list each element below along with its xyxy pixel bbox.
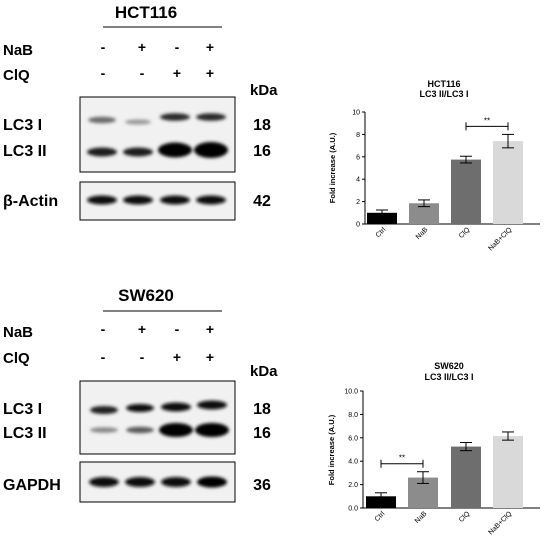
bar-chart-hct116: HCT116 LC3 II/LC3 I Fold increase (A.U.)… xyxy=(328,79,540,252)
sign: + xyxy=(173,349,181,365)
cell-line-title: SW620 xyxy=(118,286,174,305)
chart-subtitle: LC3 II/LC3 I xyxy=(424,372,473,382)
x-tick-label: ClQ xyxy=(458,226,472,240)
kda-label: kDa xyxy=(250,363,278,380)
y-tick-label: 8.0 xyxy=(348,412,358,419)
y-tick-label: 0 xyxy=(356,222,360,229)
bands-beta-actin xyxy=(87,195,226,205)
chart-subtitle: LC3 II/LC3 I xyxy=(419,89,468,99)
sign: + xyxy=(138,321,146,337)
bar xyxy=(366,496,396,508)
bar xyxy=(493,436,523,508)
treatment-label-nab: NaB xyxy=(3,42,33,59)
bar xyxy=(451,159,481,224)
bar xyxy=(451,446,481,508)
sign: + xyxy=(206,321,214,337)
y-tick-label: 6.0 xyxy=(348,435,358,442)
treatment-label-clq: ClQ xyxy=(3,67,30,84)
y-tick-label: 10 xyxy=(352,110,360,117)
bar xyxy=(493,141,523,224)
sign: + xyxy=(173,65,181,81)
sign: - xyxy=(101,39,106,55)
kda-label: kDa xyxy=(250,82,278,99)
bands-lc3-i xyxy=(90,400,227,414)
kda-value: 16 xyxy=(253,143,271,160)
sign: + xyxy=(206,349,214,365)
sign: - xyxy=(101,65,106,81)
kda-value: 36 xyxy=(253,477,271,494)
y-tick-label: 6 xyxy=(356,154,360,161)
bar xyxy=(409,203,439,224)
x-tick-label: NaB xyxy=(415,226,430,241)
bands-gapdh xyxy=(89,476,227,488)
cell-line-title: HCT116 xyxy=(115,3,177,22)
y-tick-label: 8 xyxy=(356,132,360,139)
band-label: LC3 I xyxy=(3,401,42,418)
bands-lc3-ii xyxy=(90,423,229,437)
significance-label: ** xyxy=(484,116,490,125)
y-tick-label: 4.0 xyxy=(348,459,358,466)
blot-lc3 xyxy=(79,380,236,455)
y-tick-label: 2 xyxy=(356,199,360,206)
x-tick-label: Ctrl xyxy=(374,510,387,523)
sign: - xyxy=(140,349,145,365)
y-tick-label: 4 xyxy=(356,177,360,184)
panel-hct116: HCT116 NaB - + - + ClQ - - + + kDa LC3 I… xyxy=(3,3,278,221)
y-axis-label: Fold increase (A.U.) xyxy=(327,414,336,485)
bar-chart-sw620: SW620 LC3 II/LC3 I Fold increase (A.U.) … xyxy=(327,361,540,536)
kda-value: 18 xyxy=(253,401,271,418)
y-tick-label: 10.0 xyxy=(344,389,358,396)
significance-label: ** xyxy=(399,454,405,463)
band-label: GAPDH xyxy=(3,477,61,494)
sign: + xyxy=(138,39,146,55)
x-tick-label: NaB xyxy=(414,510,429,525)
x-tick-label: NaB+ClQ xyxy=(487,226,513,252)
y-tick-label: 2.0 xyxy=(348,482,358,489)
band-label: LC3 II xyxy=(3,143,47,160)
panel-sw620: SW620 NaB - + - + ClQ - - + + kDa LC3 I … xyxy=(3,286,278,503)
sign: - xyxy=(175,321,180,337)
bands-lc3-i xyxy=(88,113,226,125)
sign: - xyxy=(175,39,180,55)
chart-title: SW620 xyxy=(434,361,464,371)
sign: - xyxy=(101,349,106,365)
kda-value: 42 xyxy=(253,193,271,210)
sign: - xyxy=(140,65,145,81)
sign: + xyxy=(206,65,214,81)
treatment-label-clq: ClQ xyxy=(3,350,30,367)
treatment-label-nab: NaB xyxy=(3,324,33,341)
y-tick-label: 0.0 xyxy=(348,506,358,513)
bar xyxy=(367,212,397,224)
band-label: LC3 I xyxy=(3,117,42,134)
kda-value: 16 xyxy=(253,425,271,442)
band-label: LC3 II xyxy=(3,425,47,442)
kda-value: 18 xyxy=(253,117,271,134)
chart-title: HCT116 xyxy=(427,79,460,89)
blot-lc3 xyxy=(79,96,236,173)
sign: + xyxy=(206,39,214,55)
x-tick-label: ClQ xyxy=(458,510,472,524)
x-tick-label: NaB+ClQ xyxy=(487,510,513,536)
sign: - xyxy=(101,321,106,337)
y-axis-label: Fold increase (A.U.) xyxy=(328,132,337,203)
band-label: β-Actin xyxy=(3,193,58,210)
bands-lc3-ii xyxy=(87,142,228,158)
x-tick-label: Ctrl xyxy=(375,226,388,239)
